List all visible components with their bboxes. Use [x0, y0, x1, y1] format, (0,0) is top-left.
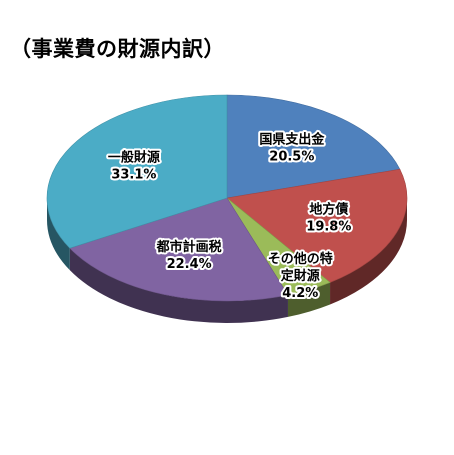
chart-title: （事業費の財源内訳） [10, 37, 225, 61]
slice-label-1: 地方債 [309, 202, 348, 218]
pie-tops [46, 94, 408, 302]
pie-slice-1 [226, 168, 408, 283]
slice-value-3: 22.4% [167, 257, 212, 272]
slice-value-1: 19.8% [306, 220, 351, 235]
slice-label-0: 国県支出金 [259, 132, 325, 148]
slice-value-0: 20.5% [269, 150, 314, 165]
pie-slice-side-3 [69, 248, 288, 323]
slice-label-2: その他の特 [268, 251, 333, 267]
slice-label-4: 一般財源 [108, 150, 160, 166]
pie-slice-0 [226, 94, 401, 199]
pie-slice-side-2 [287, 282, 331, 317]
pie-slice-4 [46, 94, 228, 249]
slice-value-2: 4.2% [282, 286, 318, 301]
pie-slice-side-1 [330, 198, 407, 305]
slice-value-4: 33.1% [111, 168, 156, 183]
slice-label-2: 定財源 [280, 268, 320, 284]
pie-slice-3 [69, 197, 289, 302]
slice-label-3: 都市計画税 [156, 239, 222, 255]
